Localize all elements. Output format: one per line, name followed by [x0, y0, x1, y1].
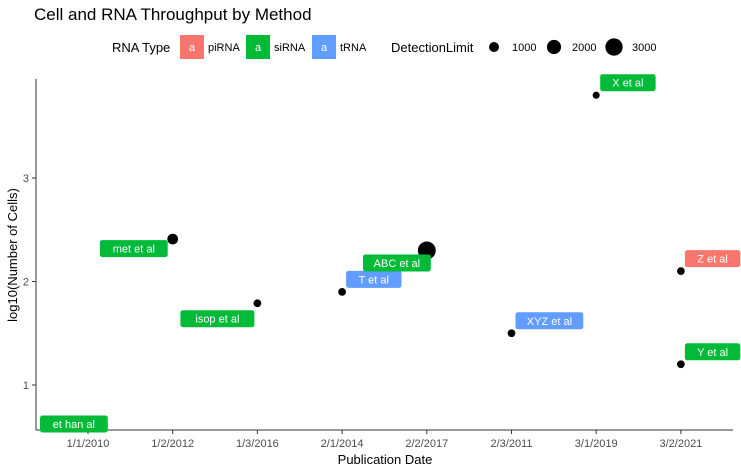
- data-point: [507, 329, 516, 338]
- legend-key-glyph: a: [189, 42, 196, 54]
- plot-panel: 1 2 3 1/1/2010 1/2/2012 1/3/2016 2/1/2014 2/2/…: [23, 74, 741, 450]
- point-label: met et al: [113, 244, 155, 256]
- x-tick-label: 3/2/2021: [659, 438, 702, 450]
- point-label-box: [180, 310, 255, 328]
- x-tick-label: 2/1/2014: [321, 438, 364, 450]
- point-label: X et al: [612, 78, 643, 90]
- legend-key-piRNA: [180, 35, 204, 59]
- point-label-box: [600, 74, 656, 92]
- point-label: Z et al: [697, 254, 728, 266]
- x-axis-label: Publication Date: [338, 452, 433, 467]
- legend-key-tRNA: [312, 35, 336, 59]
- legend-color-title: RNA Type: [112, 40, 170, 55]
- chart-title: Cell and RNA Throughput by Method: [34, 5, 312, 24]
- legend-size-label: 3000: [632, 42, 656, 54]
- point-label-box: [684, 250, 741, 268]
- legend-size-title: DetectionLimit: [391, 40, 474, 55]
- y-tick-label: 1: [23, 380, 29, 392]
- data-point: [677, 267, 685, 276]
- x-tick-label: 1/3/2016: [236, 438, 279, 450]
- legend-key-siRNA: [246, 35, 270, 59]
- data-point: [677, 360, 685, 369]
- legend-color-items: a piRNA a siRNA a tRNA: [180, 35, 367, 59]
- legend-label-siRNA: siRNA: [274, 42, 306, 54]
- point-label: ABC et al: [374, 258, 420, 270]
- y-tick-label: 3: [23, 173, 29, 185]
- legend-label-tRNA: tRNA: [340, 42, 367, 54]
- x-tick-label: 2/2/2017: [405, 438, 448, 450]
- point-label: Y et al: [697, 347, 728, 359]
- data-point: [592, 91, 600, 99]
- point-labels: et han al met et al isop et al T et al ABC e…: [40, 74, 741, 433]
- legend: RNA Type a piRNA a siRNA a tRNA DetectionLimi…: [112, 35, 656, 59]
- x-tick-label: 1/1/2010: [67, 438, 110, 450]
- point-label-box: [684, 343, 741, 361]
- legend-size-dot: [489, 42, 499, 52]
- x-tick-label: 1/2/2012: [151, 438, 194, 450]
- legend-label-piRNA: piRNA: [208, 42, 240, 54]
- legend-size-label: 2000: [572, 42, 596, 54]
- x-tick-label: 3/1/2019: [575, 438, 618, 450]
- point-label-box: [515, 312, 584, 330]
- y-axis-ticks: 1 2 3: [23, 173, 36, 392]
- x-tick-label: 2/3/2011: [490, 438, 532, 450]
- data-point: [167, 233, 179, 245]
- data-points: [167, 91, 685, 369]
- point-label: XYZ et al: [527, 316, 572, 328]
- x-axis-ticks: 1/1/2010 1/2/2012 1/3/2016 2/1/2014 2/2/2017…: [67, 430, 702, 450]
- point-label-box: [346, 270, 402, 288]
- point-label-box: [99, 240, 168, 258]
- data-point: [253, 299, 262, 308]
- point-label-box: [363, 254, 431, 272]
- point-label: et han al: [53, 419, 95, 431]
- point-label: T et al: [359, 274, 389, 286]
- legend-size-label: 1000: [512, 42, 536, 54]
- legend-size-items: 1000 2000 3000: [489, 38, 656, 56]
- data-point: [338, 287, 346, 296]
- point-label: isop et al: [195, 314, 239, 326]
- legend-size-dot: [605, 38, 623, 56]
- legend-key-glyph: a: [255, 42, 262, 54]
- legend-key-glyph: a: [321, 42, 328, 54]
- y-tick-label: 2: [23, 277, 29, 289]
- point-label-box: [40, 415, 108, 433]
- legend-size-dot: [546, 39, 562, 55]
- y-axis-label: log10(Number of Cells): [5, 188, 20, 322]
